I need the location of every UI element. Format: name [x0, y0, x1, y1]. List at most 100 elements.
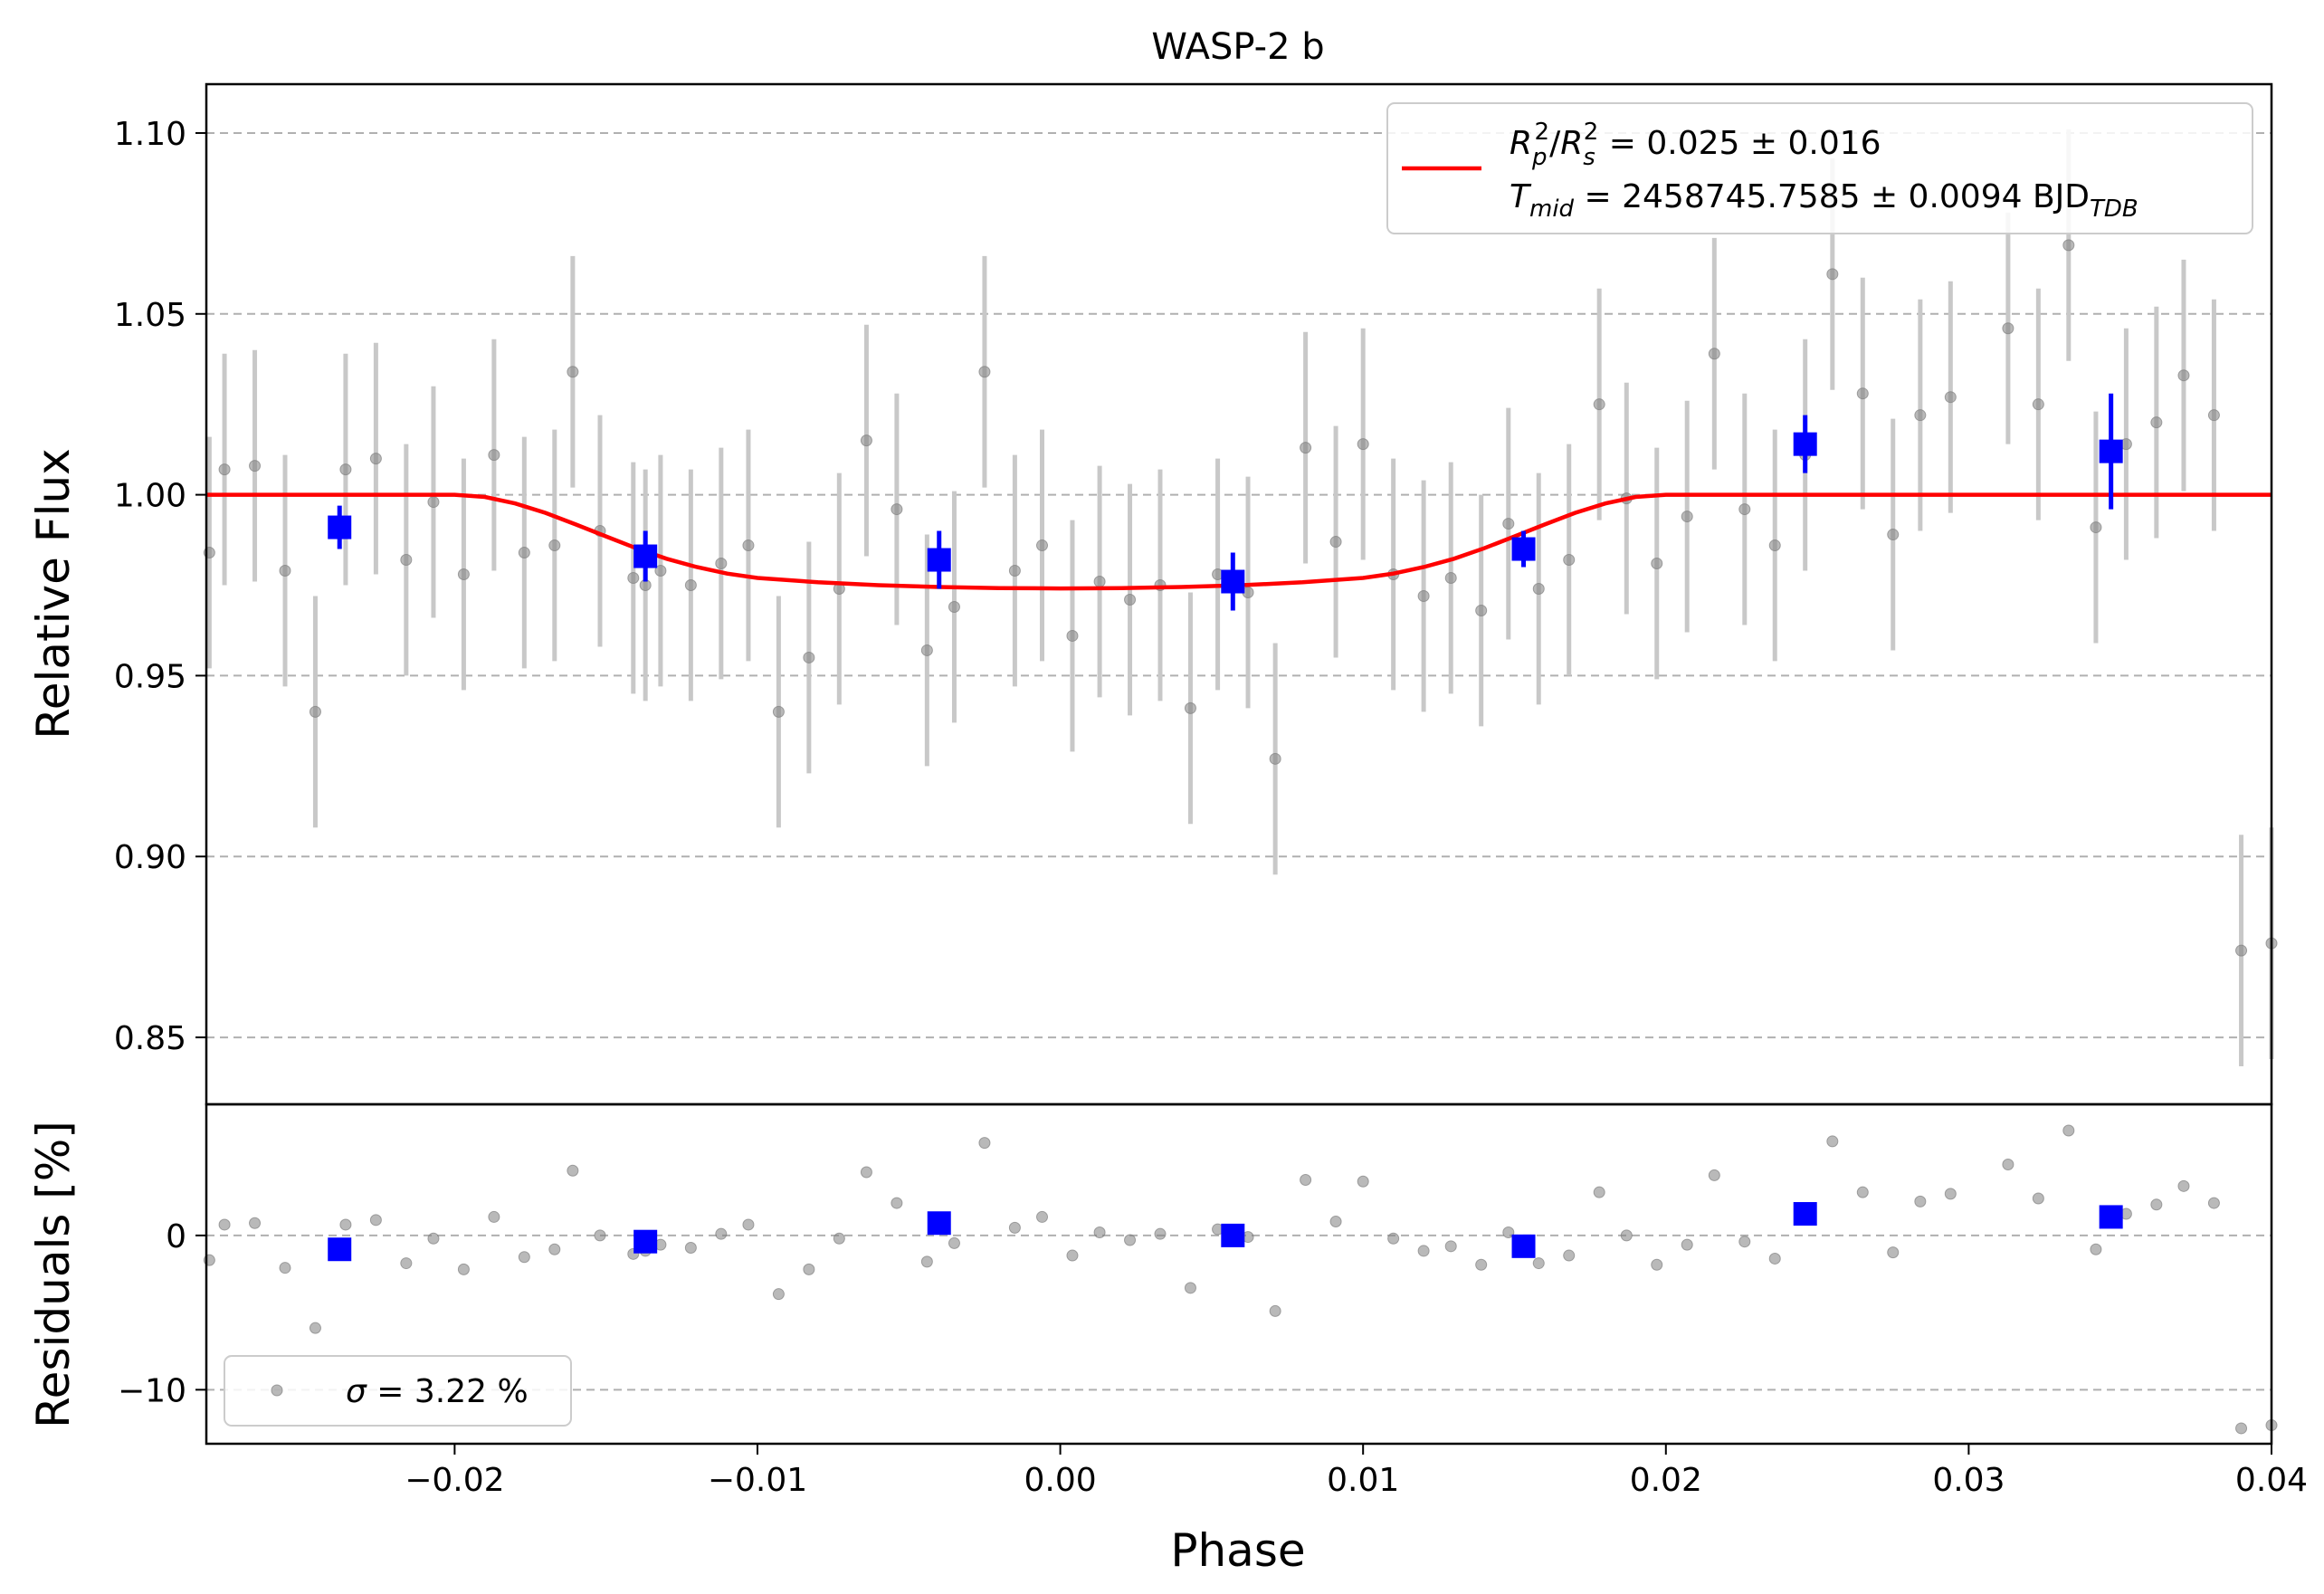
residual-point	[742, 1218, 755, 1231]
raw-point	[948, 600, 960, 613]
residual-point	[803, 1263, 815, 1275]
raw-point	[2090, 521, 2102, 534]
residual-point	[2090, 1243, 2102, 1255]
raw-point	[339, 463, 352, 476]
residual-point	[1708, 1169, 1720, 1181]
residual-binned-point	[927, 1211, 951, 1236]
residual-point	[920, 1255, 933, 1268]
binned-point	[1221, 569, 1245, 594]
residual-point	[891, 1197, 903, 1209]
residual-point	[1856, 1186, 1869, 1198]
raw-point	[1008, 565, 1021, 577]
legend-sup-2: 2	[1535, 119, 1550, 146]
y-axis-label-top: Relative Flux	[27, 448, 80, 739]
residual-point	[218, 1218, 231, 1231]
raw-point	[1184, 702, 1196, 714]
residual-point	[1154, 1227, 1167, 1240]
residual-point	[1768, 1252, 1781, 1265]
raw-point	[803, 651, 815, 663]
residuals-legend-box	[224, 1355, 572, 1427]
residual-point	[2002, 1158, 2014, 1170]
residual-point	[1914, 1195, 1927, 1207]
raw-point	[1066, 629, 1079, 642]
raw-point	[1357, 438, 1369, 451]
lightcurve-transit-model	[206, 492, 2272, 591]
binned-point	[1793, 432, 1817, 456]
residual-point	[369, 1214, 382, 1227]
lightcurve-legend-box	[1386, 102, 2253, 234]
legend-sub-tdb: TDB	[2090, 196, 2138, 223]
residual-point	[1502, 1226, 1515, 1238]
raw-point	[1444, 572, 1457, 585]
residual-point	[1329, 1216, 1342, 1228]
residual-point	[978, 1137, 991, 1150]
raw-point	[518, 547, 530, 559]
raw-point	[1502, 518, 1515, 530]
raw-point	[1651, 558, 1663, 570]
legend-sup-2b: 2	[1584, 119, 1599, 146]
residual-point	[1387, 1232, 1400, 1245]
x-tick-label: −0.02	[405, 1462, 504, 1499]
residual-point	[249, 1217, 262, 1229]
residual-point	[1681, 1238, 1693, 1251]
residual-point	[1826, 1135, 1839, 1148]
raw-point	[457, 568, 470, 581]
residual-binned-point	[2099, 1205, 2123, 1229]
residual-point	[488, 1210, 500, 1223]
raw-point	[2150, 416, 2163, 429]
legend-slash: /	[1549, 125, 1561, 162]
raw-point	[978, 366, 991, 378]
residual-point	[1269, 1304, 1281, 1317]
lightcurve-legend: Rp2/Rs2 = 0.025 ± 0.016 Tmid = 2458745.7…	[1386, 102, 2253, 234]
residuals-raw-points	[203, 1124, 2278, 1435]
raw-point	[548, 539, 561, 552]
residual-point	[594, 1229, 606, 1242]
raw-point	[369, 453, 382, 465]
x-tick-label: 0.01	[1327, 1462, 1399, 1499]
binned-point	[328, 515, 352, 539]
residuals-y-tick-label: 0	[166, 1218, 186, 1255]
x-tick-label: 0.00	[1024, 1462, 1097, 1499]
residual-point	[1944, 1188, 1957, 1200]
legend-r-p: R	[1510, 125, 1532, 162]
residual-point	[1738, 1236, 1751, 1248]
residual-point	[833, 1232, 845, 1245]
residual-point	[427, 1232, 440, 1245]
raw-point	[2235, 944, 2248, 957]
residual-point	[1124, 1234, 1137, 1246]
residual-point	[1093, 1226, 1106, 1238]
raw-point	[891, 503, 903, 516]
raw-point	[2032, 398, 2044, 411]
raw-point	[249, 460, 262, 472]
lightcurve-y-tick-label: 0.85	[114, 1020, 186, 1057]
residual-binned-point	[1511, 1234, 1536, 1258]
lightcurve-binned-points	[328, 393, 2123, 611]
residual-point	[1532, 1257, 1545, 1270]
raw-point	[2207, 409, 2220, 422]
residual-point	[548, 1243, 561, 1255]
residual-binned-point	[1221, 1223, 1245, 1247]
raw-point	[1124, 593, 1137, 606]
residual-point	[2150, 1198, 2163, 1211]
lightcurve-y-ticks: 0.85 0.90 0.95 1.00 1.05 1.10	[114, 116, 206, 1057]
residual-point	[1593, 1186, 1605, 1198]
residual-point	[339, 1218, 352, 1231]
legend-sub-s: s	[1583, 144, 1595, 171]
lightcurve-gridlines	[206, 131, 2272, 1039]
raw-point	[920, 644, 933, 656]
raw-point	[309, 705, 321, 718]
residual-point	[1300, 1174, 1312, 1187]
residual-point	[1417, 1245, 1430, 1257]
residual-point	[684, 1242, 697, 1255]
raw-point	[567, 366, 579, 378]
raw-point	[1738, 503, 1751, 516]
raw-point	[218, 463, 231, 476]
residuals-binned-points	[328, 1202, 2123, 1262]
raw-point	[1826, 268, 1839, 281]
legend-sigma-value: = 3.22 %	[367, 1373, 529, 1410]
raw-point	[742, 539, 755, 552]
chart-title: WASP-2 b	[1151, 26, 1324, 68]
residual-point	[860, 1166, 872, 1179]
raw-point	[627, 572, 640, 585]
